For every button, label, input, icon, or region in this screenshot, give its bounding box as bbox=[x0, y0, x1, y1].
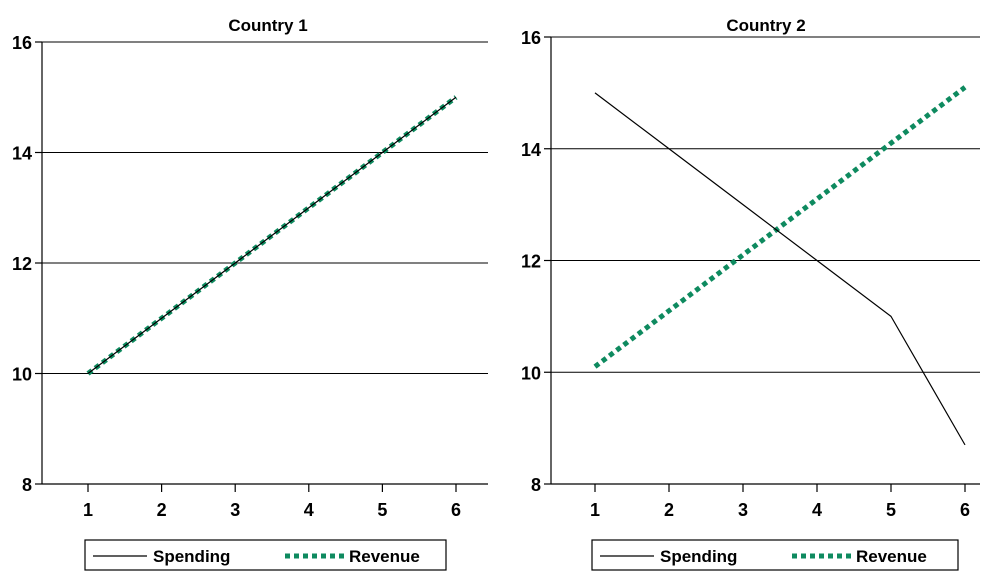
legend: Spending Revenue bbox=[84, 539, 447, 571]
x-tick-label: 4 bbox=[304, 500, 314, 520]
x-tick-label: 4 bbox=[812, 500, 822, 520]
x-tick-label: 6 bbox=[960, 500, 970, 520]
x-tick-label: 2 bbox=[157, 500, 167, 520]
y-tick-label: 14 bbox=[12, 144, 32, 164]
y-tick-label: 10 bbox=[12, 365, 32, 385]
legend-label-revenue: Revenue bbox=[856, 547, 927, 566]
y-tick-label: 8 bbox=[531, 475, 541, 495]
legend-box bbox=[84, 539, 447, 571]
y-tick-label: 16 bbox=[12, 33, 32, 53]
x-tick-label: 3 bbox=[738, 500, 748, 520]
legend-label-spending: Spending bbox=[153, 547, 230, 566]
chart-title: Country 2 bbox=[726, 16, 805, 35]
series-line-revenue bbox=[593, 85, 967, 369]
x-tick-label: 1 bbox=[590, 500, 600, 520]
y-tick-label: 12 bbox=[12, 254, 32, 274]
series-line-spending bbox=[87, 96, 457, 374]
legend-box bbox=[591, 539, 959, 571]
y-tick-label: 10 bbox=[521, 363, 541, 383]
legend-label-revenue: Revenue bbox=[349, 547, 420, 566]
x-tick-label: 2 bbox=[664, 500, 674, 520]
y-tick-label: 14 bbox=[521, 140, 541, 160]
x-tick-label: 3 bbox=[230, 500, 240, 520]
y-tick-label: 12 bbox=[521, 252, 541, 272]
x-tick-label: 5 bbox=[377, 500, 387, 520]
series-line-spending bbox=[594, 92, 966, 446]
legend: Spending Revenue bbox=[591, 539, 959, 571]
y-tick-label: 16 bbox=[521, 28, 541, 48]
x-tick-label: 6 bbox=[451, 500, 461, 520]
chart-title: Country 1 bbox=[228, 16, 307, 35]
legend-label-spending: Spending bbox=[660, 547, 737, 566]
x-tick-label: 1 bbox=[83, 500, 93, 520]
y-tick-label: 8 bbox=[22, 475, 32, 495]
x-tick-label: 5 bbox=[886, 500, 896, 520]
